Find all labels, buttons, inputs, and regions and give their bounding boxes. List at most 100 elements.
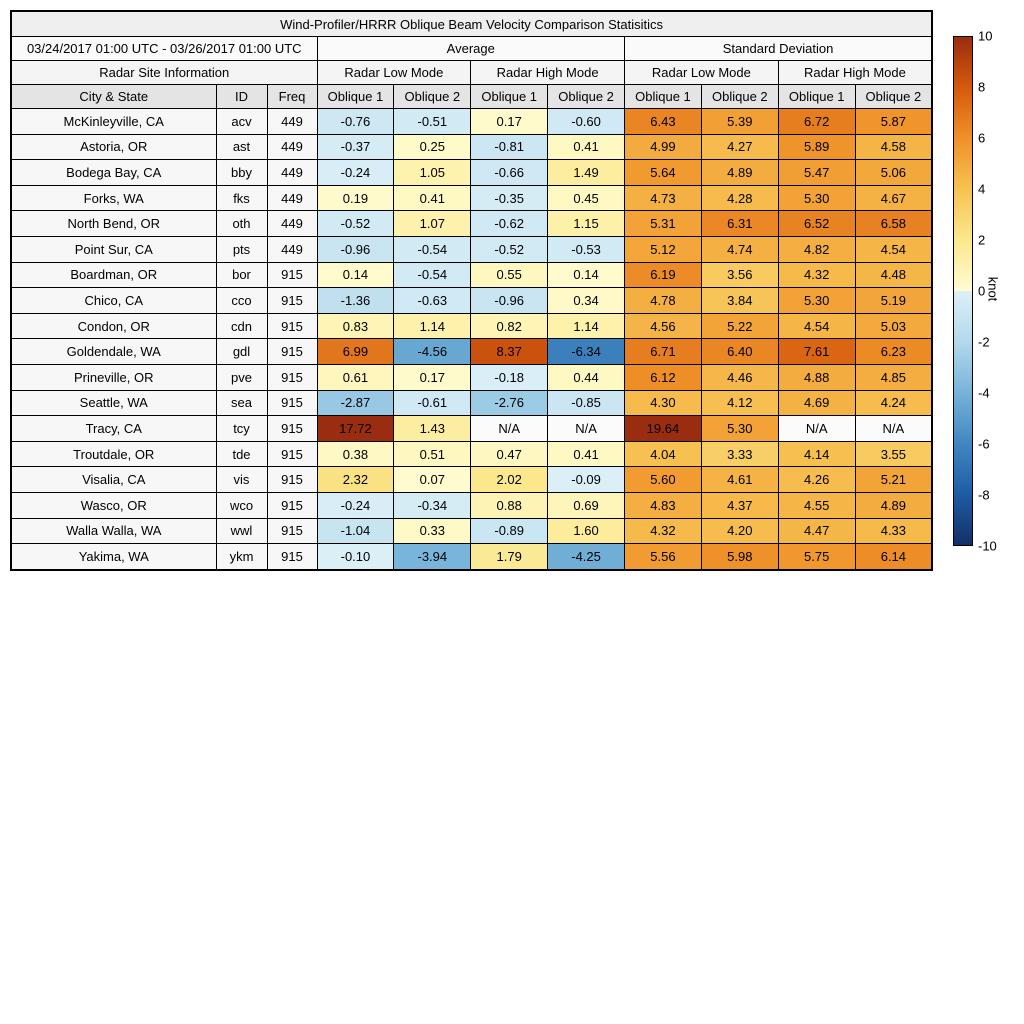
value-cell: N/A	[777, 415, 856, 442]
value-cell: N/A	[470, 415, 549, 442]
value-cell: 1.43	[393, 415, 472, 442]
value-cell: 5.64	[624, 159, 702, 186]
freq-cell: 449	[266, 184, 318, 212]
value-cell: -2.76	[470, 389, 549, 417]
value-cell: -0.62	[470, 210, 549, 237]
table-row: Bodega Bay, CA bby 449 -0.24 1.05 -0.66 1.49 5.…	[10, 159, 933, 186]
value-cell: 6.71	[624, 338, 702, 365]
value-cell: 0.34	[547, 287, 625, 314]
value-cell: -0.81	[470, 133, 549, 161]
value-cell: 6.99	[316, 338, 395, 365]
colorbar-tick-label: 0	[978, 283, 986, 299]
value-cell: 5.03	[854, 312, 933, 340]
site-id-cell: oth	[215, 210, 268, 237]
std-low-mode-header: Radar Low Mode	[624, 60, 779, 85]
colorbar-tick-label: -8	[978, 487, 990, 503]
value-cell: 0.45	[547, 184, 625, 212]
value-cell: -0.10	[316, 543, 395, 571]
value-cell: -4.56	[393, 338, 472, 365]
value-cell: 0.41	[393, 184, 472, 212]
site-id-cell: wwl	[215, 517, 268, 545]
city-cell: Forks, WA	[10, 184, 217, 212]
table-row: Chico, CA cco 915 -1.36 -0.63 -0.96 0.34 4.78 3.…	[10, 287, 933, 314]
value-cell: 5.22	[700, 312, 779, 340]
value-cell: 4.32	[624, 517, 702, 545]
col-header-oblique: Oblique 2	[393, 84, 472, 109]
freq-cell: 915	[266, 466, 318, 493]
value-cell: 0.69	[547, 491, 625, 519]
value-cell: -0.24	[316, 159, 395, 186]
freq-cell: 915	[266, 287, 318, 314]
table-row: North Bend, OR oth 449 -0.52 1.07 -0.62 1.15 5.…	[10, 210, 933, 237]
value-cell: 6.12	[624, 363, 702, 391]
city-cell: Yakima, WA	[10, 543, 217, 571]
freq-cell: 915	[266, 338, 318, 365]
table-row: McKinleyville, CA acv 449 -0.76 -0.51 0.17 -0.…	[10, 108, 933, 135]
value-cell: 4.30	[624, 389, 702, 417]
value-cell: 1.60	[547, 517, 625, 545]
site-id-cell: sea	[215, 389, 268, 417]
value-cell: 6.52	[777, 210, 856, 237]
value-cell: 4.24	[854, 389, 933, 417]
col-header-freq: Freq	[266, 84, 318, 109]
colorbar-tick-label: -6	[978, 436, 990, 452]
value-cell: -0.66	[470, 159, 549, 186]
freq-cell: 449	[266, 108, 318, 135]
value-cell: 5.06	[854, 159, 933, 186]
value-cell: -0.89	[470, 517, 549, 545]
value-cell: 0.88	[470, 491, 549, 519]
value-cell: 0.82	[470, 312, 549, 340]
site-id-cell: acv	[215, 108, 268, 135]
city-cell: Chico, CA	[10, 287, 217, 314]
col-header-id: ID	[215, 84, 268, 109]
value-cell: -0.53	[547, 235, 625, 263]
value-cell: 4.27	[700, 133, 779, 161]
value-cell: 4.47	[777, 517, 856, 545]
colorbar	[953, 36, 973, 546]
freq-cell: 915	[266, 389, 318, 417]
value-cell: 4.12	[700, 389, 779, 417]
table-title: Wind-Profiler/HRRR Oblique Beam Velocity…	[10, 10, 933, 37]
value-cell: 1.14	[393, 312, 472, 340]
table-row: Yakima, WA ykm 915 -0.10 -3.94 1.79 -4.25 5.56 5…	[10, 543, 933, 571]
value-cell: 4.55	[777, 491, 856, 519]
site-id-cell: pts	[215, 235, 268, 263]
col-header-oblique: Oblique 2	[547, 84, 625, 109]
value-cell: -0.60	[547, 108, 625, 135]
value-cell: 0.51	[393, 440, 472, 468]
value-cell: 6.72	[777, 108, 856, 135]
value-cell: 0.47	[470, 440, 549, 468]
value-cell: -0.52	[316, 210, 395, 237]
table-row: Troutdale, OR tde 915 0.38 0.51 0.47 0.41 4.04 3…	[10, 440, 933, 468]
value-cell: -0.96	[470, 287, 549, 314]
value-cell: 5.87	[854, 108, 933, 135]
freq-cell: 449	[266, 210, 318, 237]
value-cell: 6.19	[624, 261, 702, 289]
value-cell: 1.15	[547, 210, 625, 237]
value-cell: 4.69	[777, 389, 856, 417]
site-id-cell: pve	[215, 363, 268, 391]
value-cell: -0.52	[470, 235, 549, 263]
value-cell: -0.54	[393, 235, 472, 263]
value-cell: -0.34	[393, 491, 472, 519]
colorbar-unit-label: knot	[985, 276, 1001, 302]
table-row: Forks, WA fks 449 0.19 0.41 -0.35 0.45 4.73 4.28…	[10, 184, 933, 212]
value-cell: -6.34	[547, 338, 625, 365]
value-cell: 5.19	[854, 287, 933, 314]
value-cell: 0.41	[547, 440, 625, 468]
value-cell: 1.49	[547, 159, 625, 186]
site-id-cell: gdl	[215, 338, 268, 365]
value-cell: -0.37	[316, 133, 395, 161]
table-row: Condon, OR cdn 915 0.83 1.14 0.82 1.14 4.56 5.22…	[10, 312, 933, 340]
value-cell: 5.39	[700, 108, 779, 135]
value-cell: 6.40	[700, 338, 779, 365]
site-id-cell: fks	[215, 184, 268, 212]
colorbar-tick-label: 8	[978, 79, 986, 95]
value-cell: -0.51	[393, 108, 472, 135]
value-cell: 0.19	[316, 184, 395, 212]
value-cell: 5.30	[700, 415, 779, 442]
value-cell: N/A	[854, 415, 933, 442]
value-cell: 5.89	[777, 133, 856, 161]
freq-cell: 915	[266, 517, 318, 545]
column-header-row: City & State ID Freq Oblique 1 Oblique 2…	[10, 84, 933, 109]
